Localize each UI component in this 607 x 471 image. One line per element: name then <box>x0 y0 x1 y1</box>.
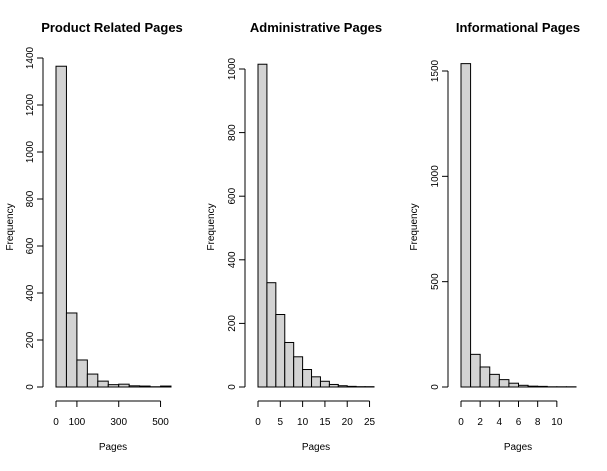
chart-title: Administrative Pages <box>250 20 382 35</box>
histogram-bar <box>285 342 294 387</box>
x-tick-label: 100 <box>69 417 86 428</box>
histogram-bar <box>140 386 150 387</box>
histogram-bar <box>129 386 139 387</box>
histogram-bar <box>471 354 481 387</box>
x-tick-label: 0 <box>53 417 59 428</box>
y-tick-label: 0 <box>25 384 36 390</box>
y-tick-label: 800 <box>25 190 36 207</box>
panel-administrative: Administrative Pages Frequency Pages 0 5 1… <box>206 20 382 453</box>
histogram-bar <box>276 315 285 388</box>
y-tick-label: 500 <box>430 273 441 290</box>
x-tick-label: 500 <box>152 417 169 428</box>
bars <box>258 64 374 387</box>
y-tick-label: 200 <box>227 315 238 332</box>
histogram-bar <box>528 386 538 387</box>
y-tick-label: 200 <box>25 331 36 348</box>
histogram-bar <box>347 386 356 387</box>
y-axis-label: Frequency <box>206 203 217 250</box>
y-tick-label: 0 <box>430 384 441 390</box>
x-tick-label: 4 <box>497 417 503 428</box>
x-axis: 0 5 10 15 20 25 <box>255 401 375 428</box>
y-tick-label: 1400 <box>25 46 36 69</box>
x-axis: 0 100 300 500 <box>53 401 169 428</box>
histogram-bar <box>267 283 276 387</box>
chart-title: Product Related Pages <box>41 20 183 35</box>
histogram-bar <box>303 370 312 387</box>
y-tick-label: 600 <box>227 187 238 204</box>
x-axis-label: Pages <box>99 442 127 453</box>
histogram-bar <box>538 386 548 387</box>
x-tick-label: 300 <box>110 417 127 428</box>
y-tick-label: 600 <box>25 237 36 254</box>
y-tick-label: 1500 <box>430 59 441 82</box>
histogram-bar <box>258 64 267 387</box>
y-axis-label: Frequency <box>409 203 420 250</box>
x-axis-label: Pages <box>302 442 330 453</box>
x-tick-label: 2 <box>477 417 483 428</box>
chart-title: Informational Pages <box>456 20 580 35</box>
x-tick-label: 5 <box>278 417 284 428</box>
y-axis: 0 200 400 600 800 1000 1200 1400 <box>25 46 43 389</box>
histogram-bar <box>87 374 97 387</box>
x-tick-label: 0 <box>458 417 464 428</box>
y-axis: 0 500 1000 1500 <box>430 59 448 389</box>
histogram-bar <box>461 64 471 387</box>
panel-informational: Informational Pages Frequency Pages 0 2 4 6… <box>409 20 580 453</box>
y-tick-label: 0 <box>227 384 238 390</box>
y-tick-label: 1200 <box>25 93 36 116</box>
histogram-bar <box>66 313 76 387</box>
histogram-bar <box>480 367 490 387</box>
x-tick-label: 8 <box>535 417 541 428</box>
y-axis-label: Frequency <box>5 203 16 250</box>
bars <box>461 64 576 387</box>
histogram-bar <box>56 66 66 387</box>
histogram-bar <box>499 380 509 387</box>
x-tick-label: 10 <box>297 417 309 428</box>
x-tick-label: 20 <box>342 417 354 428</box>
histogram-bar <box>108 385 118 387</box>
histogram-bar <box>312 377 321 387</box>
x-tick-label: 25 <box>364 417 376 428</box>
y-tick-label: 400 <box>227 251 238 268</box>
x-axis: 0 2 4 6 8 10 <box>458 401 563 428</box>
histogram-bar <box>329 384 338 387</box>
y-tick-label: 1000 <box>227 57 238 80</box>
y-axis: 0 200 400 600 800 1000 <box>227 57 245 389</box>
histogram-bar <box>98 381 108 387</box>
y-tick-label: 800 <box>227 124 238 141</box>
x-tick-label: 0 <box>255 417 261 428</box>
x-axis-label: Pages <box>504 442 532 453</box>
histogram-bar <box>77 360 87 387</box>
x-tick-label: 15 <box>319 417 331 428</box>
bars <box>56 66 171 387</box>
histogram-bar <box>509 383 519 387</box>
histogram-bar <box>490 374 500 387</box>
histogram-bar <box>119 384 129 387</box>
y-tick-label: 1000 <box>25 140 36 163</box>
y-tick-label: 1000 <box>430 165 441 188</box>
histogram-bar <box>519 385 529 387</box>
x-tick-label: 10 <box>551 417 563 428</box>
histogram-bar <box>338 386 347 387</box>
histogram-bar <box>320 381 329 387</box>
y-tick-label: 400 <box>25 284 36 301</box>
histogram-bar <box>294 357 303 387</box>
x-tick-label: 6 <box>516 417 522 428</box>
histogram-bar <box>161 386 171 387</box>
